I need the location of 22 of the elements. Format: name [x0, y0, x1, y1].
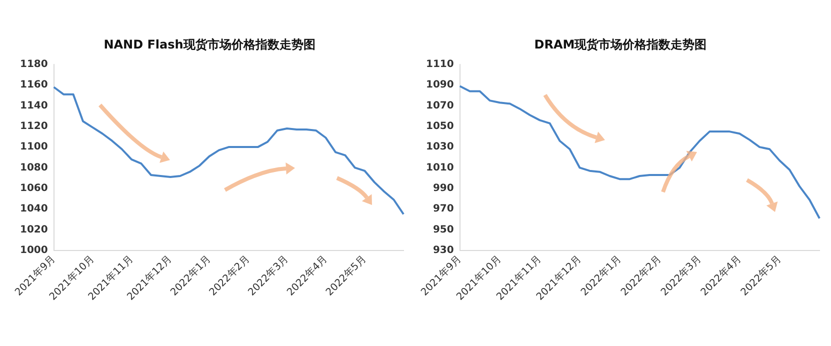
y-tick-label: 1050 [426, 120, 454, 132]
y-tick-label: 1090 [426, 80, 454, 91]
y-tick-label: 1040 [20, 204, 48, 215]
y-tick-label: 1010 [426, 162, 454, 174]
y-tick-label: 1080 [20, 162, 48, 174]
y-tick-label: 1160 [20, 80, 48, 91]
y-tick-label: 970 [432, 204, 454, 215]
chart-title: NAND Flash现货市场价格指数走势图 [104, 37, 316, 52]
y-tick-label: 950 [432, 224, 454, 236]
y-tick-label: 930 [432, 244, 454, 256]
y-tick-label: 1060 [20, 182, 48, 194]
y-tick-label: 990 [432, 182, 454, 194]
y-tick-label: 1180 [20, 58, 48, 70]
y-tick-label: 1070 [426, 100, 454, 112]
y-tick-label: 1100 [20, 142, 48, 153]
y-tick-label: 1110 [426, 58, 454, 70]
y-tick-label: 1120 [20, 120, 48, 132]
y-tick-label: 1140 [20, 100, 48, 112]
y-tick-label: 1030 [426, 142, 454, 153]
y-tick-label: 1000 [20, 244, 48, 256]
y-tick-label: 1020 [20, 224, 48, 236]
chart-title: DRAM现货市场价格指数走势图 [534, 37, 707, 52]
